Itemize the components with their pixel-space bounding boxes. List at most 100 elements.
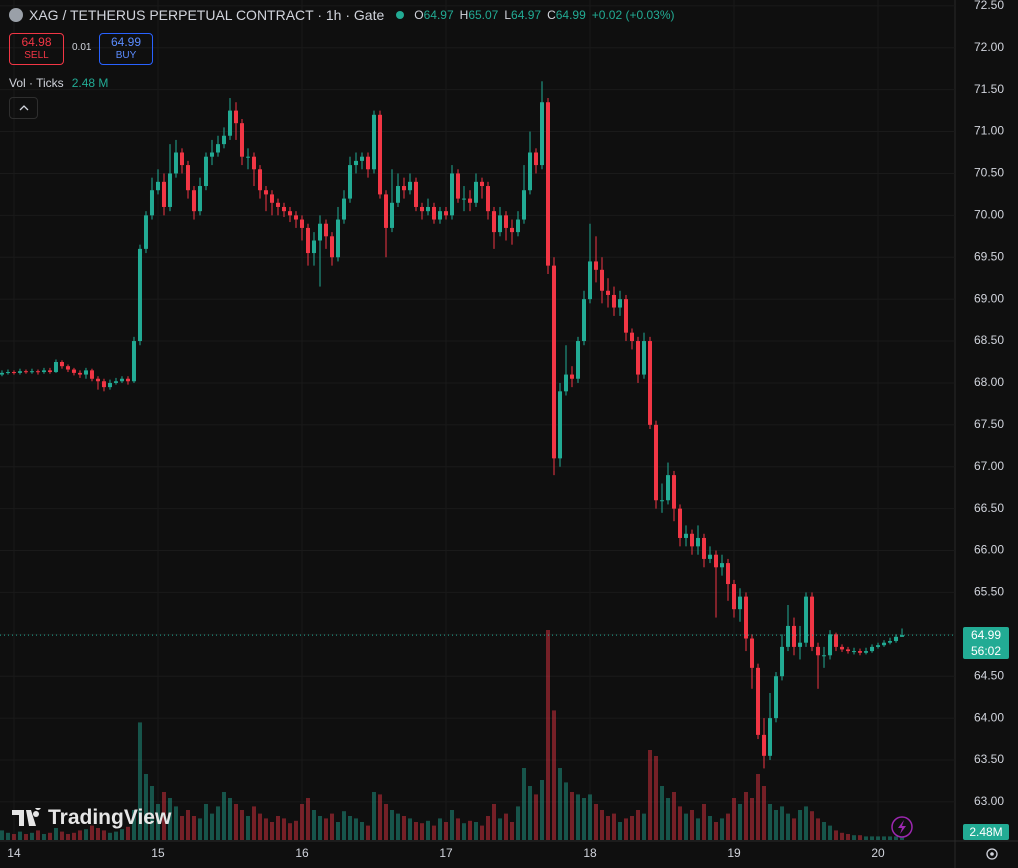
candle-body <box>588 261 593 300</box>
volume-bar <box>504 813 509 840</box>
candle-body <box>516 219 521 233</box>
candle-body <box>53 361 58 373</box>
candle-body <box>858 651 863 653</box>
candle-body <box>179 152 184 166</box>
y-tick-label: 72.50 <box>974 0 1004 12</box>
ohlc-value: 65.07 <box>468 8 499 22</box>
candle-body <box>467 198 472 203</box>
volume-bar <box>245 816 250 840</box>
volume-bar <box>251 806 256 840</box>
candle-body <box>473 181 478 203</box>
candle-body <box>155 181 160 191</box>
volume-bar <box>828 825 833 840</box>
candle-body <box>660 500 665 502</box>
volume-bar <box>185 810 190 840</box>
sell-button[interactable]: 64.98 SELL <box>9 33 64 65</box>
volume-bar <box>359 822 364 840</box>
volume-value: 2.48 M <box>71 76 109 90</box>
ohlc-label: H <box>459 8 469 22</box>
candle-body <box>624 299 629 333</box>
candle-body <box>341 198 346 220</box>
candle-body <box>696 537 701 547</box>
candle-body <box>0 372 4 375</box>
volume-bar <box>636 810 641 840</box>
candle-body <box>83 370 88 375</box>
candle-body <box>359 156 364 161</box>
volume-bar <box>582 798 587 840</box>
volume-bar <box>600 810 605 840</box>
buy-price: 64.99 <box>110 35 142 49</box>
volume-bar <box>726 813 731 840</box>
symbol-title[interactable]: XAG / TETHERUS PERPETUAL CONTRACT · 1h ·… <box>29 7 385 23</box>
change: +0.02 (+0.03%) <box>591 8 675 22</box>
volume-bar <box>648 750 653 840</box>
volume-bar <box>654 756 659 840</box>
candle-body <box>335 219 340 258</box>
candle-body <box>173 152 178 174</box>
volume-bar <box>552 710 557 840</box>
volume-bar <box>449 810 454 840</box>
candle-body <box>510 227 515 233</box>
volume-bar <box>822 822 827 840</box>
candle-body <box>702 537 707 559</box>
y-tick-label: 69.00 <box>974 291 1004 305</box>
volume-bar <box>353 818 358 840</box>
buy-button[interactable]: 64.99 BUY <box>99 33 153 65</box>
volume-bar <box>89 825 94 840</box>
header: XAG / TETHERUS PERPETUAL CONTRACT · 1h ·… <box>9 7 675 23</box>
volume-bar <box>155 804 160 840</box>
symbol-logo <box>9 8 23 22</box>
candle-body <box>191 190 196 212</box>
volume-bar <box>269 822 274 840</box>
candle-body <box>822 655 827 657</box>
volume-bar <box>660 786 665 840</box>
candle-body <box>305 227 310 254</box>
candle-body <box>534 152 539 166</box>
collapse-button[interactable] <box>9 97 38 119</box>
volume-bar <box>233 804 238 840</box>
countdown: 56:02 <box>970 644 1002 658</box>
candle-body <box>576 341 581 379</box>
volume-bar <box>546 630 551 840</box>
candle-body <box>47 370 52 373</box>
candle-body <box>431 206 436 220</box>
candle-body <box>486 186 491 212</box>
candle-body <box>762 734 767 756</box>
candle-body <box>630 332 635 342</box>
volume-bar <box>311 810 316 840</box>
volume-bar <box>83 829 88 840</box>
volume-bar <box>77 830 82 840</box>
candle-body <box>311 240 316 254</box>
volume-bar <box>143 774 148 840</box>
candle-body <box>852 651 857 653</box>
alert-icon <box>891 816 913 838</box>
volume-bar <box>209 813 214 840</box>
candle-body <box>612 294 617 308</box>
volume-bar <box>672 792 677 840</box>
candle-body <box>413 181 418 207</box>
candle-body <box>594 261 599 270</box>
candle-body <box>678 508 683 538</box>
candle-body <box>395 186 400 203</box>
candle-body <box>744 596 749 639</box>
volume-bar <box>221 792 226 840</box>
candle-body <box>570 374 575 379</box>
candle-body <box>23 371 28 373</box>
volume-bar <box>894 836 899 840</box>
volume-bar <box>41 834 46 840</box>
candle-body <box>786 625 791 647</box>
candle-body <box>407 181 412 191</box>
volume-bar <box>576 794 581 840</box>
volume-bar <box>5 832 10 840</box>
candle-body <box>888 641 893 643</box>
ohlc-value: 64.97 <box>423 8 454 22</box>
volume-title: Vol · Ticks <box>9 76 64 90</box>
volume-bar <box>227 798 232 840</box>
volume-bar <box>762 786 767 840</box>
x-tick-label: 15 <box>151 846 165 860</box>
watermark-text: TradingView <box>48 806 172 829</box>
volume-legend: Vol · Ticks 2.48 M <box>9 76 108 90</box>
volume-bar <box>714 822 719 840</box>
chevron-icon <box>19 105 28 111</box>
